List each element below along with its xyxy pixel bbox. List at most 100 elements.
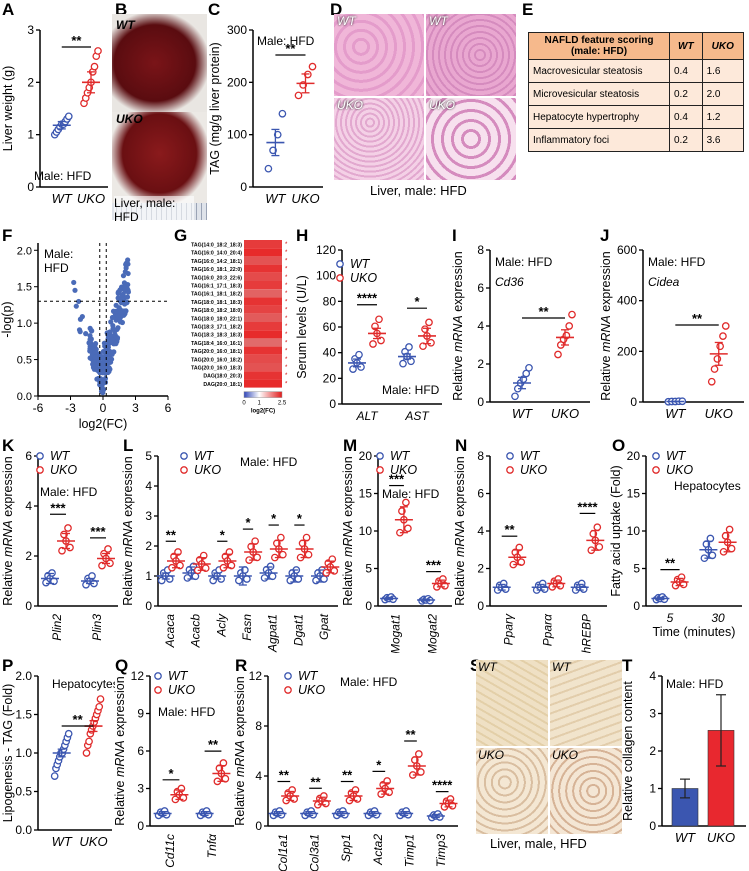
y-tick-label: 4 bbox=[255, 769, 262, 783]
table-cell: 0.2 bbox=[669, 82, 703, 106]
y-tick-label: 40 bbox=[323, 346, 337, 360]
volcano-point bbox=[113, 341, 119, 347]
y-axis-label: Liver weight (g) bbox=[1, 66, 15, 151]
y-tick-label: 1.5 bbox=[17, 282, 32, 294]
volcano-point bbox=[98, 364, 105, 371]
chart-note: Hepatocytes bbox=[52, 677, 115, 691]
data-point bbox=[36, 466, 44, 474]
table-cell: Macrovesicular steatosis bbox=[528, 59, 670, 83]
panel-label-q: Q bbox=[115, 656, 129, 675]
heatmap-cell bbox=[244, 272, 282, 281]
data-point bbox=[414, 750, 423, 758]
volcano-point bbox=[87, 336, 93, 342]
y-tick-label: 0.0 bbox=[17, 391, 32, 403]
data-point bbox=[64, 729, 73, 738]
legend-wt: WT bbox=[390, 449, 411, 463]
y-tick-label: 300 bbox=[227, 23, 247, 37]
y-tick-label: 1 bbox=[649, 782, 656, 796]
heatmap-row-label: TAG(14:0_18:2_18:3) bbox=[191, 243, 242, 249]
volcano-point bbox=[124, 299, 130, 306]
heatmap-row-label: TAG(20:0_16:0_18:3) bbox=[191, 366, 242, 372]
y-tick-label: 6 bbox=[25, 449, 32, 463]
data-point bbox=[404, 524, 412, 533]
y-tick-label: 20 bbox=[359, 449, 373, 463]
y-tick-label: 0 bbox=[25, 599, 32, 613]
heatmap-cell bbox=[244, 322, 282, 331]
table-cell: 1.2 bbox=[701, 105, 745, 129]
x-tick-label: WT bbox=[265, 191, 286, 206]
y-tick-label: 3 bbox=[649, 707, 656, 721]
panel-label-m: M bbox=[343, 436, 358, 455]
x-tick-label: WT bbox=[512, 406, 533, 421]
data-point bbox=[554, 350, 562, 359]
significance-label: **** bbox=[357, 291, 378, 306]
table-cell: 0.4 bbox=[669, 59, 703, 83]
volcano-point bbox=[102, 379, 109, 385]
x-tick-label: Pparγ bbox=[502, 613, 516, 645]
data-point bbox=[399, 359, 407, 368]
heatmap-row-label: TAG(18:3_17:1_18:2) bbox=[191, 325, 242, 331]
significance-label: * bbox=[376, 757, 382, 772]
y-tick-label: 12 bbox=[249, 669, 263, 683]
y-tick-label: 20 bbox=[627, 449, 641, 463]
chart-note: Male: HFD bbox=[495, 255, 553, 269]
y-tick-label: 0 bbox=[329, 397, 336, 411]
data-point bbox=[708, 551, 717, 560]
heatmap-cell bbox=[244, 281, 282, 290]
y-axis-label: Lipogenesis - TAG (Fold) bbox=[1, 684, 15, 822]
legend-wt: WT bbox=[666, 449, 687, 463]
y-tick-label: 0 bbox=[255, 819, 262, 833]
data-point bbox=[652, 452, 660, 460]
heatmap-cell bbox=[244, 379, 282, 388]
y-tick-label: 0 bbox=[649, 819, 656, 833]
legend-uko: UKO bbox=[194, 463, 221, 477]
liver-photo-uko bbox=[112, 112, 207, 204]
chart-cidea: 0 200 400 600 Relative mRNA expression WT UKO *… bbox=[599, 243, 744, 421]
panel-label-s: S bbox=[470, 656, 481, 676]
data-point bbox=[721, 322, 730, 330]
legend-uko: UKO bbox=[168, 683, 195, 697]
y-axis-label: Fatty acid uptake (Fold) bbox=[609, 465, 623, 596]
y-tick-label: 0 bbox=[477, 395, 484, 409]
table-row: Macrovesicular steatosis 0.4 1.6 bbox=[528, 59, 745, 83]
volcano-point bbox=[106, 365, 112, 372]
heatmap-row-label: TAG(18:0_18:0_22:1) bbox=[191, 316, 242, 322]
heatmap-row-label: TAG(18:3_18:3_18:3) bbox=[191, 333, 242, 339]
volcano-point bbox=[115, 289, 121, 295]
heatmap-row-label: TAG(16:0_20:3_22:6) bbox=[191, 275, 242, 281]
legend-uko: UKO bbox=[298, 683, 325, 697]
volcano-point bbox=[77, 329, 83, 335]
histo-wt-high bbox=[426, 14, 516, 96]
heatmap-colorbar bbox=[243, 391, 283, 398]
heatmap-cell bbox=[244, 297, 282, 306]
y-tick-label: 4 bbox=[649, 669, 656, 683]
y-tick-label: 400 bbox=[617, 294, 637, 308]
panel-label-n: N bbox=[455, 436, 468, 455]
volcano-point bbox=[120, 273, 127, 279]
x-tick-label: Acly bbox=[214, 613, 228, 638]
heatmap-star: * bbox=[285, 299, 288, 305]
y-tick-label: 1.0 bbox=[15, 746, 32, 760]
heatmap-star: * bbox=[285, 242, 288, 248]
x-tick-label: Plin2 bbox=[50, 614, 64, 641]
y-tick-label: 80 bbox=[323, 294, 337, 308]
volcano-point bbox=[91, 359, 97, 365]
chart-liver-weight: 0 1 2 3 Liver weight (g) WT UKO ** Male: HFD bbox=[1, 23, 108, 206]
y-tick-label: 2 bbox=[145, 539, 152, 553]
data-point bbox=[304, 550, 313, 559]
panel-label-t: T bbox=[622, 656, 633, 675]
volcano-point bbox=[107, 329, 113, 335]
data-point bbox=[405, 343, 413, 351]
stain-s-uko1-label: UKO bbox=[478, 748, 505, 762]
x-tick-label: 0 bbox=[100, 401, 107, 415]
legend-uko: UKO bbox=[50, 463, 77, 477]
y-tick-label: 120 bbox=[316, 243, 336, 257]
volcano-point bbox=[94, 367, 100, 373]
heatmap-cell bbox=[244, 256, 282, 265]
heatmap-star: * bbox=[285, 373, 288, 379]
significance-label: * bbox=[245, 515, 251, 530]
heatmap-star: * bbox=[285, 283, 288, 289]
heatmap-cell bbox=[244, 354, 282, 363]
panel-label-a: A bbox=[2, 0, 15, 19]
